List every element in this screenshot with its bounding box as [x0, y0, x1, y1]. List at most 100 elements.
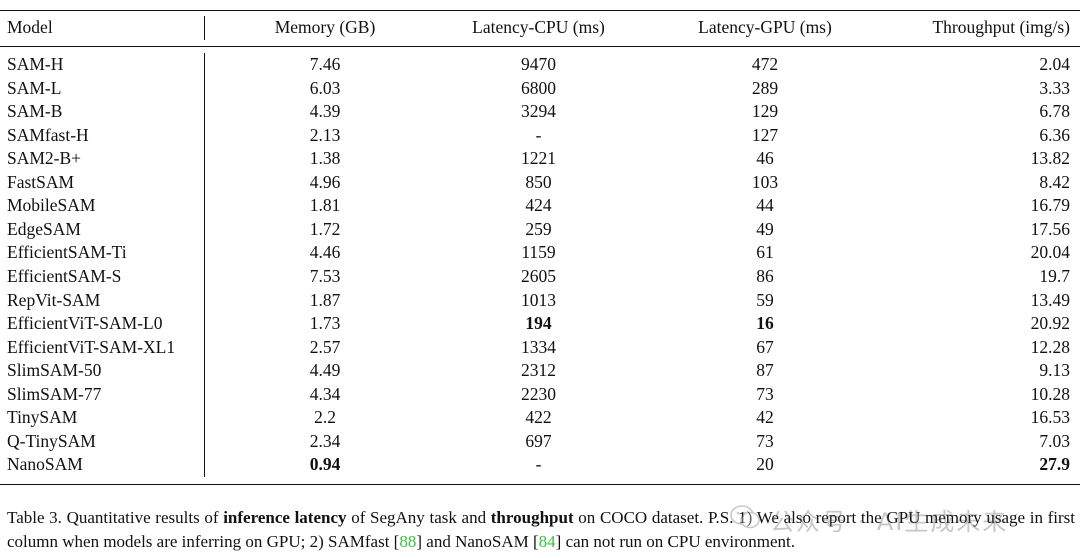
cell-latency-cpu: 1221: [521, 148, 556, 169]
header-latency-gpu: Latency-GPU (ms): [698, 17, 832, 37]
cell-latency-cpu: 2312: [521, 360, 556, 381]
cell-model: TinySAM: [7, 407, 78, 428]
cell-memory: 7.46: [309, 54, 341, 74]
cell-memory: 1.81: [309, 195, 341, 216]
column-divider: [204, 76, 205, 101]
cell-latency-cpu: 9470: [521, 54, 556, 74]
cell-memory: 4.96: [309, 171, 341, 192]
cell-memory: 0.94: [309, 454, 341, 475]
cell-throughput: 7.03: [1039, 430, 1070, 451]
cell-latency-gpu: 73: [756, 383, 774, 404]
caption-label: Table 3.: [7, 508, 62, 527]
cell-throughput: 13.82: [1030, 148, 1070, 169]
cell-throughput: 16.79: [1030, 195, 1070, 216]
column-divider: [204, 53, 205, 77]
caption-text: on COCO dataset. P.S. 1) We also report …: [7, 508, 1076, 551]
table-caption: Table 3. Quantitative results of inferen…: [7, 506, 1075, 554]
cell-memory: 2.34: [309, 430, 341, 451]
cell-latency-cpu: 2230: [521, 383, 556, 404]
column-divider: [204, 288, 205, 313]
cell-latency-gpu: 103: [751, 171, 779, 192]
column-divider: [204, 382, 205, 407]
header-rule: [0, 46, 1080, 47]
cell-memory: 1.72: [309, 218, 341, 239]
table-row: MobileSAM 1.81 424 44 16.79: [0, 194, 1080, 218]
column-divider: [204, 264, 205, 289]
cell-throughput: 8.42: [1039, 171, 1070, 192]
table-row: SAM2-B+ 1.38 1221 46 13.82: [0, 147, 1080, 171]
cell-model: EfficientViT-SAM-XL1: [7, 336, 176, 357]
header-row: Model Memory (GB) Latency-CPU (ms) Laten…: [0, 16, 1080, 40]
column-divider: [204, 217, 205, 242]
cell-throughput: 3.33: [1039, 77, 1070, 98]
cell-throughput: 27.9: [1039, 454, 1070, 475]
table-row: EfficientSAM-S 7.53 2605 86 19.7: [0, 264, 1080, 289]
column-divider: [204, 100, 205, 124]
cell-latency-cpu: 2605: [521, 265, 556, 286]
cell-throughput: 20.04: [1030, 242, 1070, 263]
cell-latency-gpu: 289: [751, 77, 779, 98]
table-row: EfficientViT-SAM-XL1 2.57 1334 67 12.28: [0, 335, 1080, 360]
cell-latency-cpu: -: [535, 124, 542, 145]
cell-memory: 4.46: [309, 242, 341, 263]
cell-latency-gpu: 59: [756, 289, 774, 310]
cell-model: RepVit-SAM: [7, 289, 101, 310]
cell-latency-gpu: 86: [756, 265, 774, 286]
table-row: NanoSAM 0.94 - 20 27.9: [0, 453, 1080, 477]
cell-latency-cpu: 697: [525, 430, 552, 451]
cell-latency-gpu: 46: [756, 148, 774, 169]
cell-model: SAM-H: [7, 54, 64, 74]
cell-latency-cpu: 1013: [521, 289, 556, 310]
table-row: RepVit-SAM 1.87 1013 59 13.49: [0, 288, 1080, 313]
cell-latency-gpu: 129: [751, 101, 779, 122]
cell-latency-gpu: 49: [756, 218, 774, 239]
cell-latency-gpu: 67: [756, 336, 774, 357]
cell-model: SAM2-B+: [7, 148, 82, 169]
table-row: TinySAM 2.2 422 42 16.53: [0, 406, 1080, 430]
cell-latency-cpu: 259: [525, 218, 552, 239]
column-divider: [204, 241, 205, 265]
citation-link[interactable]: 84: [538, 532, 556, 551]
column-divider: [204, 170, 205, 195]
column-divider: [204, 453, 205, 477]
bottom-rule: [0, 484, 1080, 486]
column-divider: [204, 335, 205, 360]
cell-latency-cpu: 1159: [521, 242, 556, 263]
cell-memory: 1.73: [309, 313, 341, 334]
cell-latency-gpu: 44: [756, 195, 774, 216]
table-row: EfficientSAM-Ti 4.46 1159 61 20.04: [0, 241, 1080, 265]
table-row: FastSAM 4.96 850 103 8.42: [0, 170, 1080, 195]
header-memory: Memory (GB): [274, 17, 376, 37]
cell-model: SlimSAM-77: [7, 383, 102, 404]
caption-bold-throughput: throughput: [490, 508, 574, 527]
cell-memory: 1.38: [309, 148, 341, 169]
cell-latency-cpu: 422: [525, 407, 552, 428]
cell-latency-gpu: 87: [756, 360, 774, 381]
cell-memory: 4.39: [309, 101, 341, 122]
cell-latency-cpu: -: [535, 454, 542, 475]
cell-model: MobileSAM: [7, 195, 96, 216]
header-model: Model: [7, 17, 53, 37]
cell-latency-cpu: 850: [525, 171, 552, 192]
cell-model: Q-TinySAM: [7, 430, 96, 451]
cell-memory: 6.03: [309, 77, 341, 98]
cell-model: SlimSAM-50: [7, 360, 102, 381]
caption-text: ] and NanoSAM [: [416, 532, 539, 551]
cell-latency-gpu: 20: [756, 454, 774, 475]
column-divider: [204, 359, 205, 383]
column-divider: [204, 123, 205, 148]
cell-throughput: 13.49: [1030, 289, 1070, 310]
caption-bold-latency: inference latency: [223, 508, 347, 527]
cell-memory: 4.49: [309, 360, 341, 381]
cell-model: EfficientSAM-S: [7, 265, 122, 286]
table-row: SAM-B 4.39 3294 129 6.78: [0, 100, 1080, 124]
cell-latency-gpu: 127: [751, 124, 779, 145]
citation-link[interactable]: 88: [399, 532, 417, 551]
table-row: SAMfast-H 2.13 - 127 6.36: [0, 123, 1080, 148]
table-row: SlimSAM-77 4.34 2230 73 10.28: [0, 382, 1080, 407]
cell-latency-cpu: 6800: [521, 77, 556, 98]
table-row: Q-TinySAM 2.34 697 73 7.03: [0, 429, 1080, 454]
table-row: EfficientViT-SAM-L0 1.73 194 16 20.92: [0, 312, 1080, 336]
column-divider: [204, 147, 205, 171]
header-latency-cpu: Latency-CPU (ms): [472, 17, 605, 37]
